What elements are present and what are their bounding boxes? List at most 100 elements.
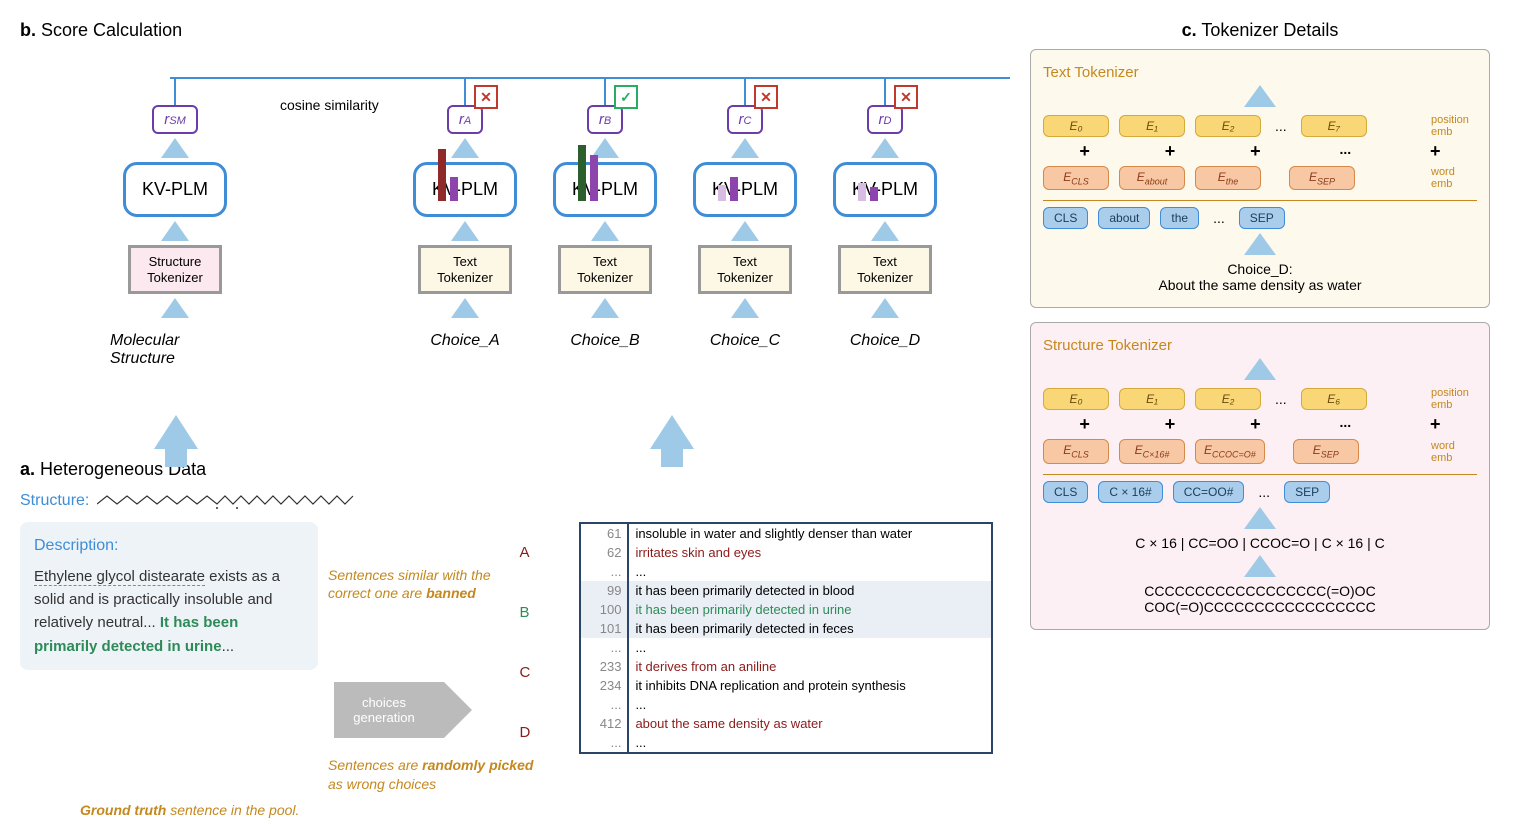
word-emb-label: word emb [1431, 440, 1477, 464]
annot-banned: Sentences similar with the correct one a… [328, 566, 533, 602]
table-row: 62irritates skin and eyes [581, 543, 991, 562]
word-emb: ESEP [1293, 439, 1359, 463]
cosine-label: cosine similarity [280, 97, 379, 113]
pos-emb: E₁ [1119, 388, 1185, 410]
pos-emb: E₆ [1301, 388, 1367, 410]
pos-emb: E₀ [1043, 115, 1109, 137]
section-b-title: b. Score Calculation [20, 20, 1010, 41]
text-tokenizer-panel: Text Tokenizer E₀ E₁ E₂ ... E₇ position … [1030, 49, 1490, 308]
pos-emb: E₇ [1301, 115, 1367, 137]
choice-letter: B [519, 604, 529, 621]
token-chip: CC=OO# [1173, 481, 1245, 503]
text-tokenizer-box: TextTokenizer [418, 245, 512, 294]
arrow-up-icon [451, 221, 479, 241]
arrow-up-icon [591, 298, 619, 318]
arrow-up-icon [1244, 555, 1276, 577]
choice-letter: C [519, 664, 530, 681]
sentence-pool-table: 61insoluble in water and slightly denser… [579, 522, 993, 754]
word-emb-label: word emb [1431, 166, 1477, 190]
arrow-up-icon [731, 298, 759, 318]
word-emb: Eabout [1119, 166, 1185, 190]
smiles-input: CCCCCCCCCCCCCCCCCC(=O)OC COC(=O)CCCCCCCC… [1043, 583, 1477, 615]
score-bar [590, 155, 598, 201]
r-a: rA [447, 105, 483, 134]
molecule-sketch-icon [97, 488, 357, 514]
mol-struct-label: Molecular Structure [110, 332, 240, 368]
arrow-up-icon [161, 221, 189, 241]
structure-tokenizer-box: Structure Tokenizer [128, 245, 222, 294]
text-tokenizer-box: TextTokenizer [558, 245, 652, 294]
score-panel: cosine similarity rSM KV-PLM Structure T… [20, 49, 1010, 419]
choices-generation-arrow: choices generation [334, 682, 444, 738]
table-row: ...... [581, 562, 991, 581]
pos-emb: E₁ [1119, 115, 1185, 137]
table-row: 234it inhibits DNA replication and prote… [581, 676, 991, 695]
pipe-col-sm: rSM KV-PLM Structure Tokenizer Molecular… [110, 105, 240, 368]
word-emb: ESEP [1289, 166, 1355, 190]
description-box: Description: Ethylene glycol distearate … [20, 522, 318, 670]
text-tokenizer-box: TextTokenizer [838, 245, 932, 294]
structure-label: Structure: [20, 488, 1010, 514]
score-bar [730, 177, 738, 201]
table-row: 99it has been primarily detected in bloo… [581, 581, 991, 600]
correct-icon: ✓ [614, 85, 638, 109]
wire [884, 77, 886, 105]
score-bar [870, 187, 878, 201]
word-emb: EC×16# [1119, 439, 1185, 463]
arrow-up-icon [731, 221, 759, 241]
r-c: rC [727, 105, 764, 134]
arrow-up-icon [1244, 507, 1276, 529]
compound-name: Ethylene glycol distearate [34, 568, 205, 586]
token-chip: the [1160, 207, 1199, 229]
arrow-up-icon [451, 138, 479, 158]
pipe-col-b: rB KV-PLM TextTokenizer Choice_B [540, 105, 670, 350]
arrow-up-icon [1244, 233, 1276, 255]
r-sm: rSM [152, 105, 198, 134]
token-chip: CLS [1043, 207, 1088, 229]
arrow-up-icon [591, 221, 619, 241]
arrow-up-icon [1244, 358, 1276, 380]
word-emb: Ethe [1195, 166, 1261, 190]
word-emb: ECCOC=O# [1195, 439, 1265, 463]
struct-tok-title: Structure Tokenizer [1043, 337, 1477, 354]
big-arrow-icon [650, 415, 694, 449]
wire [744, 77, 746, 105]
pos-emb-label: position emb [1431, 387, 1477, 411]
text-tokenizer-box: TextTokenizer [698, 245, 792, 294]
choice-c-label: Choice_C [710, 332, 780, 350]
arrow-up-icon [451, 298, 479, 318]
kvplm-box: KV-PLM [553, 162, 657, 217]
structure-tokenizer-panel: Structure Tokenizer E₀ E₁ E₂ ... E₆ posi… [1030, 322, 1490, 629]
ground-truth-annot: Ground truth sentence in the pool. [80, 801, 1010, 819]
kvplm-box: KV-PLM [833, 162, 937, 217]
token-chip: SEP [1284, 481, 1330, 503]
score-bar [450, 177, 458, 201]
pos-emb: E₂ [1195, 115, 1261, 137]
annot-random: Sentences are randomly picked as wrong c… [328, 756, 533, 792]
wrong-icon: ✕ [754, 85, 778, 109]
kvplm-box: KV-PLM [693, 162, 797, 217]
section-c-title: c. Tokenizer Details [1030, 20, 1490, 41]
pos-emb: E₀ [1043, 388, 1109, 410]
score-bar [718, 185, 726, 201]
r-b: rB [587, 105, 623, 134]
text-tok-input: Choice_D: About the same density as wate… [1043, 261, 1477, 293]
table-row: 61insoluble in water and slightly denser… [581, 524, 991, 543]
score-bar [438, 149, 446, 201]
arrow-up-icon [161, 298, 189, 318]
pos-emb: E₂ [1195, 388, 1261, 410]
table-row: 101it has been primarily detected in fec… [581, 619, 991, 638]
big-arrow-icon [154, 415, 198, 449]
arrow-up-icon [161, 138, 189, 158]
token-chip: about [1098, 207, 1150, 229]
score-bar [578, 145, 586, 201]
arrow-up-icon [1244, 85, 1276, 107]
token-chip: C × 16# [1098, 481, 1162, 503]
choice-b-label: Choice_B [570, 332, 639, 350]
choice-letter: D [519, 724, 530, 741]
wire [604, 77, 606, 105]
score-bar [858, 183, 866, 201]
kvplm-box: KV-PLM [123, 162, 227, 217]
struct-mid: C × 16 | CC=OO | CCOC=O | C × 16 | C [1043, 535, 1477, 551]
table-row: 233it derives from an aniline [581, 657, 991, 676]
